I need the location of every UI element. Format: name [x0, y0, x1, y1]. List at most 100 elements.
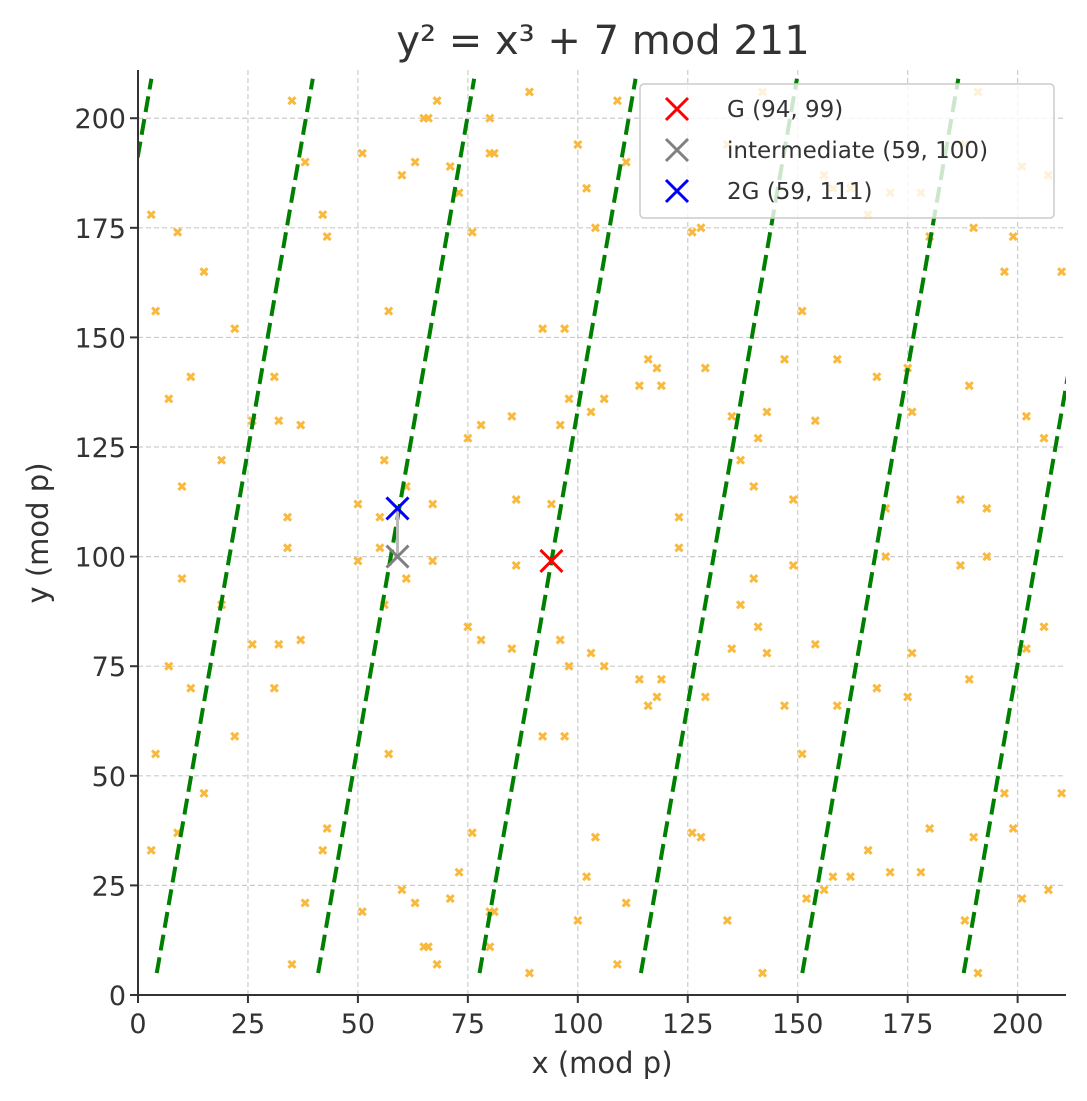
secant-line-segment	[316, 78, 477, 974]
curve-point-stroke-b	[269, 372, 279, 382]
curve-point	[753, 433, 763, 443]
y-tick-label: 200	[74, 104, 126, 135]
marker-G	[539, 548, 564, 574]
curve-point-stroke-b	[375, 543, 385, 553]
curve-point-stroke-b	[573, 915, 583, 926]
curve-point-stroke-b	[863, 845, 873, 855]
curve-point	[397, 885, 407, 895]
curve-point	[797, 749, 807, 759]
curve-point-stroke-b	[1057, 788, 1067, 798]
curve-point	[432, 959, 442, 969]
curve-point	[287, 96, 297, 106]
curve-point-stroke-b	[955, 560, 966, 570]
curve-point-stroke-b	[217, 455, 227, 465]
curve-point	[656, 381, 666, 391]
curve-point-stroke-b	[687, 828, 697, 838]
curve-point	[881, 552, 891, 562]
curve-point-stroke-b	[555, 635, 565, 645]
curve-point	[643, 354, 653, 364]
curve-point	[164, 661, 174, 671]
curve-point	[586, 648, 596, 658]
curve-point-stroke-b	[960, 915, 970, 926]
curve-point	[379, 455, 389, 465]
curve-point	[300, 157, 310, 167]
curve-point	[735, 455, 746, 465]
curve-point-stroke-b	[384, 749, 394, 759]
y-ticks: 0 25 50 75 100 125 150 175 200	[74, 104, 138, 1012]
curve-point-stroke-b	[454, 188, 464, 198]
curve-point-stroke-b	[757, 968, 768, 978]
curve-point	[1039, 622, 1049, 632]
curve-point	[322, 232, 332, 242]
curve-point	[507, 411, 517, 421]
grid	[138, 70, 1066, 995]
curve-point-stroke-b	[199, 788, 209, 798]
legend-marker-2G	[664, 178, 690, 204]
curve-point-stroke-b	[300, 898, 310, 908]
marker-2G	[385, 496, 410, 521]
curve-point-stroke-b	[999, 267, 1009, 277]
curve-point	[872, 372, 882, 382]
curve-points	[146, 87, 1067, 978]
curve-point	[282, 512, 293, 522]
curve-point-stroke-b	[546, 499, 556, 509]
curve-point	[445, 893, 455, 904]
curve-point	[872, 683, 882, 693]
curve-point-stroke-b	[467, 828, 477, 838]
curve-point	[599, 661, 609, 671]
curve-point-stroke-b	[560, 731, 570, 741]
curve-point-stroke-b	[489, 148, 499, 158]
curve-point-stroke-b	[485, 113, 495, 123]
curve-point-stroke-b	[282, 543, 293, 553]
curve-point-stroke-b	[476, 635, 486, 645]
curve-point	[810, 639, 820, 649]
curve-point-stroke-b	[353, 499, 363, 509]
curve-point-stroke-b	[982, 552, 992, 562]
x-tick-label: 75	[451, 1009, 485, 1040]
curve-point	[186, 372, 196, 382]
curve-point-stroke-b	[274, 416, 284, 426]
curve-point	[230, 324, 240, 334]
curve-point-stroke-b	[1039, 622, 1049, 632]
curve-point	[428, 499, 438, 509]
curve-point-stroke-b	[903, 692, 913, 702]
curve-point	[590, 832, 600, 842]
curve-point-stroke-b	[410, 157, 420, 167]
curve-point-stroke-b	[687, 227, 697, 237]
curve-point	[612, 959, 622, 969]
curve-point-stroke-b	[318, 210, 328, 220]
curve-point	[564, 661, 574, 671]
curve-point-stroke-b	[164, 661, 174, 671]
curve-point-stroke-b	[146, 845, 156, 855]
curve-point-stroke-b	[230, 324, 240, 334]
legend: G (94, 99) intermediate (59, 100) 2G (59, …	[639, 83, 1055, 219]
secant-line-segment	[154, 78, 315, 974]
curve-point-stroke-b	[511, 560, 521, 570]
secant-line-segment	[477, 78, 638, 974]
curve-point	[322, 823, 332, 833]
curve-point-stroke-b	[735, 600, 746, 610]
curve-point-stroke-b	[903, 363, 913, 373]
curve-point	[599, 394, 609, 404]
curve-point	[797, 306, 807, 316]
curve-point	[467, 828, 477, 838]
curve-point	[973, 968, 983, 978]
curve-point	[582, 872, 592, 882]
curve-point-stroke-b	[612, 96, 622, 106]
y-tick-label: 75	[92, 652, 126, 683]
curve-point-stroke-b	[872, 683, 882, 693]
curve-point-stroke-b	[722, 915, 732, 926]
curve-point-stroke-b	[538, 731, 548, 741]
curve-point	[1021, 411, 1031, 421]
curve-point-stroke-b	[652, 363, 662, 373]
curve-point	[722, 915, 732, 926]
curve-point-stroke-b	[164, 394, 174, 404]
curve-point-stroke-b	[885, 867, 895, 877]
curve-point	[384, 749, 394, 759]
curve-point-stroke-b	[810, 639, 820, 649]
curve-point	[555, 635, 565, 645]
curve-point-stroke-b	[1017, 893, 1027, 904]
curve-point-stroke-b	[423, 942, 433, 952]
curve-point	[779, 354, 790, 364]
